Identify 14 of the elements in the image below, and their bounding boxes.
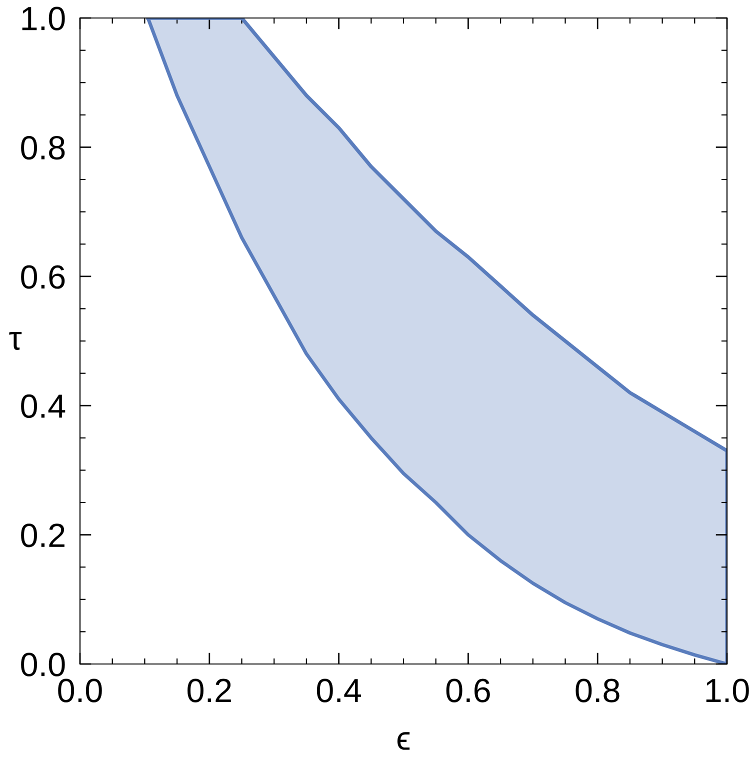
y-tick-label: 0.6 xyxy=(21,265,65,289)
x-tick-label: 0.0 xyxy=(58,678,102,702)
x-tick-label: 0.8 xyxy=(576,678,620,702)
y-tick-label: 0.2 xyxy=(21,524,64,548)
x-axis-title: ϵ xyxy=(397,732,410,750)
y-tick-label: 0.4 xyxy=(21,394,66,418)
x-tick-label: 0.6 xyxy=(446,678,490,702)
x-tick-label: 1.0 xyxy=(706,678,749,702)
x-tick-label: 0.4 xyxy=(316,678,361,702)
x-tick-label: 0.2 xyxy=(188,678,231,702)
y-tick-label: 1.0 xyxy=(22,6,65,30)
y-axis-title: τ xyxy=(9,332,22,350)
y-tick-label: 0.0 xyxy=(21,652,65,676)
y-tick-label: 0.8 xyxy=(21,136,65,160)
